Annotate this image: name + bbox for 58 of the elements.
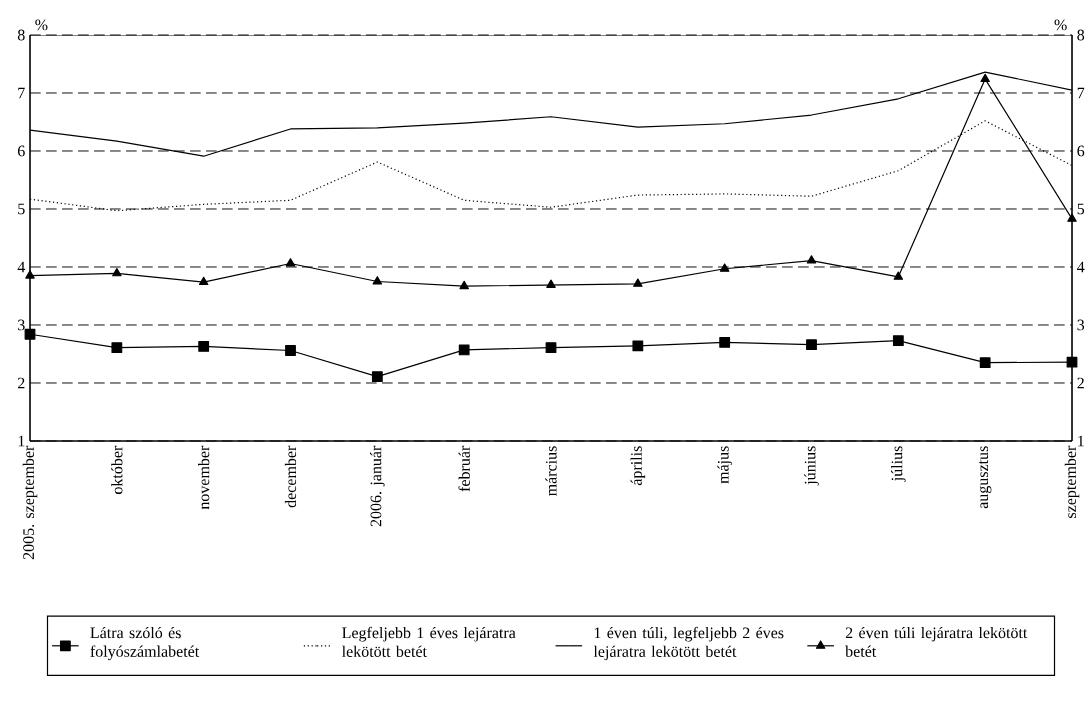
x-tick-label: június: [804, 446, 819, 486]
x-tick-label: november: [198, 445, 210, 510]
point: [198, 341, 210, 352]
y-tick-label: 4: [17, 261, 26, 273]
x-tick-label: április: [630, 446, 646, 486]
point: [25, 270, 35, 279]
point: [285, 345, 296, 356]
y2-tick-label: 3: [1077, 319, 1085, 331]
point: [112, 267, 122, 277]
point: [546, 279, 556, 288]
point: [24, 328, 36, 340]
y-axis-title: %: [35, 19, 48, 31]
legend-label: Látra szóló és folyószámlabetét: [90, 626, 200, 661]
y-tick-label: 5: [18, 203, 25, 215]
y2-axis-title: %: [1054, 19, 1067, 31]
legend-label: Legfeljebb 1 éves lejáratra lekötött betét: [341, 626, 516, 657]
y2-tick-label: 5: [1077, 203, 1085, 215]
legend-label: 2 éven túli lejáratra lekötött betét: [845, 626, 1028, 657]
y2-tick-label: 7: [1077, 87, 1085, 99]
y2-tick-label: 6: [1077, 145, 1085, 157]
y-tick-label: 1: [18, 435, 25, 447]
y2-tick-label: 4: [1077, 261, 1085, 273]
point: [633, 278, 643, 287]
point: [111, 342, 123, 354]
point: [285, 258, 296, 267]
point: [719, 336, 731, 348]
y-tick-label: 7: [18, 87, 25, 99]
x-tick-label: október: [111, 445, 123, 494]
point: [806, 255, 817, 264]
y-tick-label: 2: [18, 377, 25, 389]
point: [719, 263, 730, 272]
x-tick-label: július: [891, 446, 906, 482]
point: [459, 280, 469, 290]
point: [806, 339, 817, 351]
x-tick-label: 2005. szeptember: [22, 445, 38, 560]
point: [893, 271, 904, 280]
y-tick-label: 8: [17, 29, 25, 41]
point: [545, 342, 557, 354]
x-tick-label: május: [717, 446, 732, 484]
x-tick-label: 2006. január: [370, 445, 385, 527]
point: [372, 276, 383, 285]
x-tick-label: szeptember: [1064, 445, 1080, 518]
x-tick-label: február: [458, 445, 470, 492]
x-tick-label: augusztus: [978, 446, 992, 509]
point: [198, 276, 209, 286]
y2-tick-label: 1: [1078, 435, 1084, 447]
y2-tick-label: 8: [1077, 29, 1085, 41]
point: [632, 340, 644, 352]
point: [371, 371, 383, 383]
x-tick-label: december: [284, 445, 297, 508]
y-tick-label: 3: [18, 319, 25, 331]
y-tick-label: 6: [17, 145, 25, 157]
point: [458, 344, 470, 356]
y2-tick-label: 2: [1077, 377, 1084, 389]
legend-label: 1 éven túli, legfeljebb 2 éves lejáratra lekötött betét: [593, 626, 784, 661]
point: [892, 335, 904, 347]
x-tick-label: március: [545, 446, 557, 497]
point: [979, 357, 991, 369]
